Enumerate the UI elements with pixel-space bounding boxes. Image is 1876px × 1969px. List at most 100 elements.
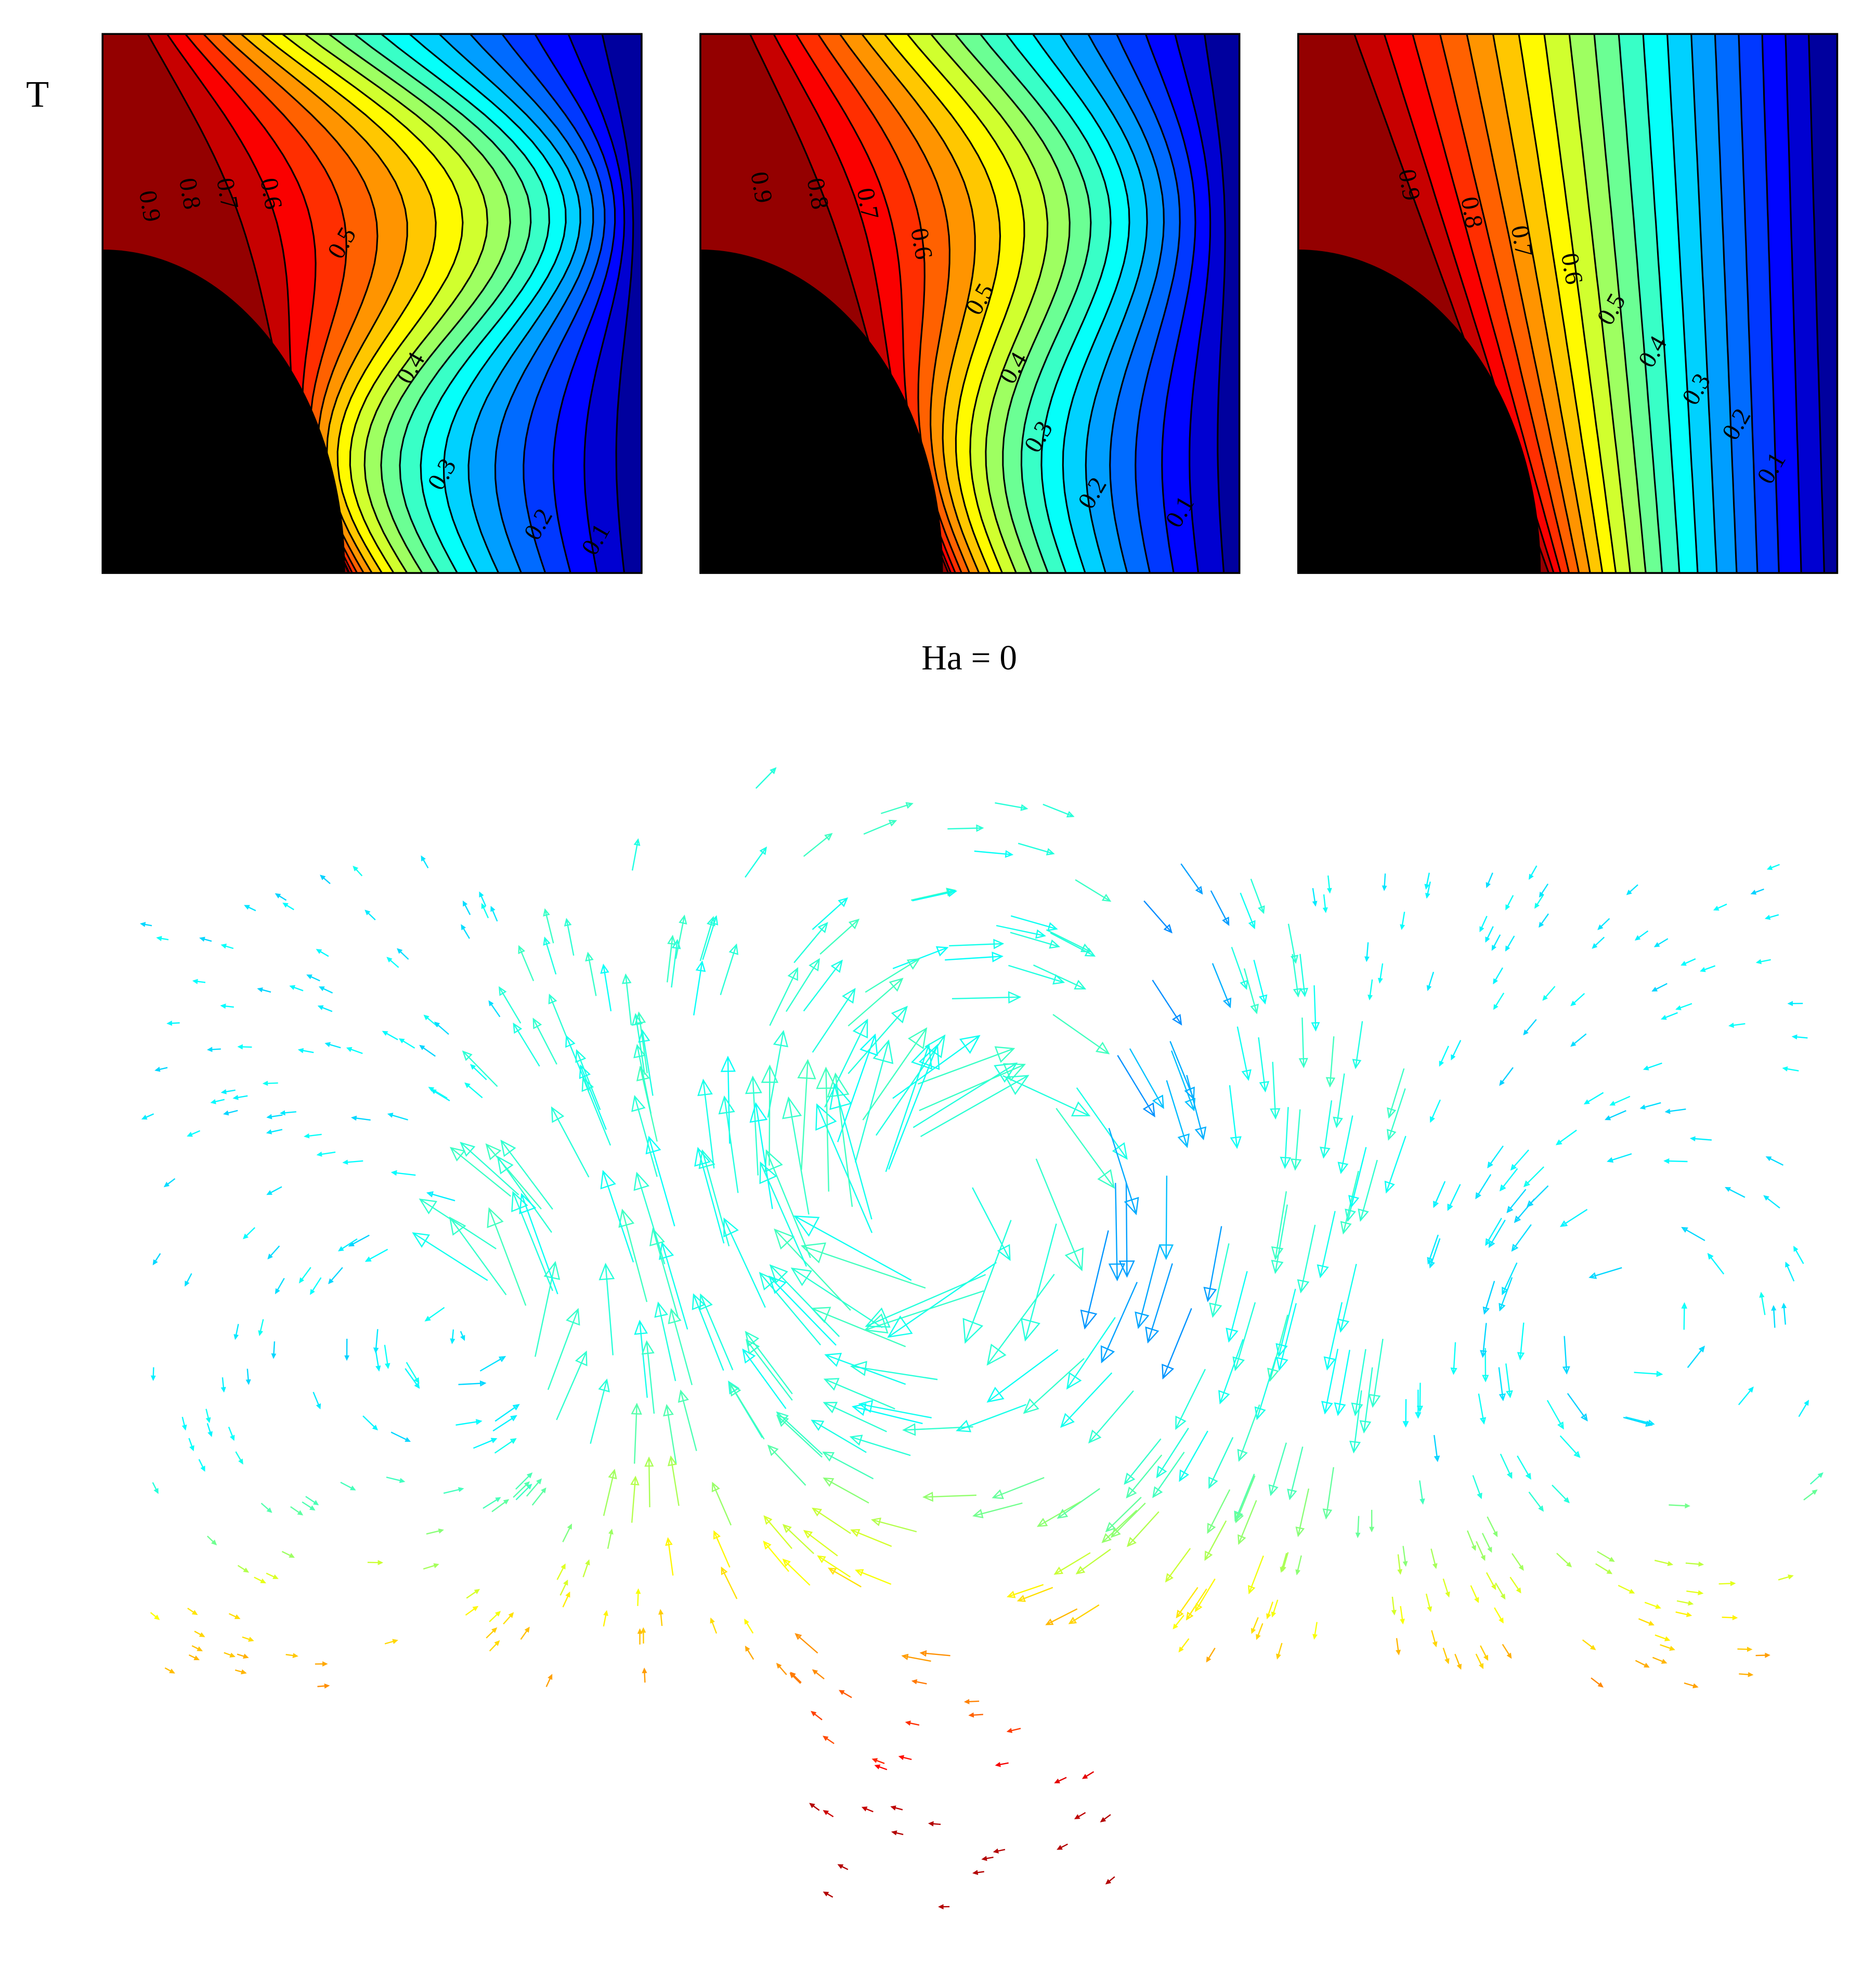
arrow-head [1239, 1535, 1245, 1544]
arrow-head [261, 1580, 265, 1583]
arrow-head [1693, 1685, 1697, 1688]
velocity-arrow [1285, 1107, 1288, 1167]
arrow-head [1219, 1391, 1229, 1403]
arrow-head [609, 1470, 616, 1479]
velocity-arrow [790, 1674, 800, 1684]
velocity-arrow [802, 1246, 926, 1288]
arrow-head [1434, 1202, 1437, 1207]
velocity-arrow [300, 1267, 311, 1282]
arrow-head [1196, 1127, 1206, 1139]
arrow-head [190, 1446, 193, 1450]
arrow-head [519, 946, 524, 953]
arrow-head [1259, 906, 1264, 912]
velocity-arrow [1386, 1136, 1405, 1192]
arrow-head [1157, 1467, 1166, 1477]
velocity-arrow [533, 1019, 557, 1064]
arrow-head [1641, 1105, 1645, 1109]
arrow-head [273, 1575, 277, 1579]
velocity-arrow [420, 1199, 496, 1249]
velocity-arrow [1389, 1089, 1405, 1140]
arrow-head [1486, 937, 1489, 941]
velocity-arrow [700, 1295, 733, 1370]
arrow-head [873, 1759, 877, 1762]
arrow-head [974, 1871, 978, 1874]
arrow-head [1668, 1562, 1672, 1565]
contour-label: 0.7 [1506, 224, 1539, 259]
arrow-head [983, 1857, 986, 1860]
arrow-head [549, 995, 556, 1003]
velocity-arrow [794, 923, 827, 962]
arrow-head [906, 803, 912, 807]
arrow-head [1075, 981, 1085, 989]
arrow-head [1427, 986, 1430, 989]
arrow-head [1180, 1470, 1188, 1481]
arrow-head [463, 902, 466, 905]
arrow-head [236, 1615, 239, 1619]
arrow-head [459, 1488, 463, 1491]
arrow-head [376, 1366, 380, 1370]
arrow-head [1058, 1846, 1062, 1849]
velocity-arrow [548, 1309, 578, 1390]
arrow-head [1260, 995, 1267, 1003]
contour-label: 0.6 [255, 176, 288, 211]
arrow-head [1055, 1568, 1062, 1574]
arrow-head [268, 1115, 271, 1118]
velocity-arrow [435, 1023, 449, 1035]
arrow-head [829, 1568, 836, 1573]
arrow-head [1038, 1519, 1047, 1526]
velocity-arrow [1089, 1391, 1134, 1442]
velocity-arrow [1163, 1308, 1192, 1378]
arrow-head [234, 1335, 238, 1338]
arrow-head [1153, 1488, 1162, 1497]
arrow-head [389, 1114, 393, 1117]
arrow-head [393, 1640, 397, 1643]
velocity-arrow [1571, 994, 1584, 1006]
arrow-head [1425, 884, 1428, 888]
velocity-arrow [1767, 1157, 1783, 1165]
arrow-head [1766, 916, 1770, 919]
velocity-arrow [1494, 968, 1503, 983]
arrow-head [1428, 1607, 1431, 1611]
velocity-arrow [1495, 1583, 1505, 1598]
velocity-arrow [919, 1064, 1025, 1111]
contour-label: 0.6 [1556, 251, 1588, 286]
arrow-head [1346, 1209, 1355, 1220]
velocity-arrow [637, 1590, 638, 1606]
velocity-arrow [1208, 1490, 1230, 1533]
arrow-head [1699, 1562, 1703, 1566]
velocity-arrow [1106, 1497, 1141, 1531]
arrow-head [325, 1685, 329, 1688]
arrow-head [1440, 1062, 1443, 1065]
arrow-head [1726, 1188, 1730, 1191]
arrow-head [1173, 1015, 1181, 1024]
velocity-arrow [1036, 1159, 1082, 1270]
velocity-arrow [893, 1036, 979, 1098]
arrow-head [824, 1403, 837, 1413]
arrow-head [1783, 1067, 1787, 1071]
velocity-arrow [1102, 1282, 1137, 1362]
arrow-head [434, 1564, 438, 1567]
arrow-head [1665, 1637, 1669, 1640]
velocity-arrow [1024, 1359, 1084, 1413]
velocity-arrow [1025, 1224, 1057, 1340]
arrow-head [222, 1090, 226, 1093]
velocity-arrow [1361, 1160, 1377, 1220]
arrow-head [1223, 918, 1229, 924]
velocity-arrow [1540, 914, 1548, 927]
velocity-arrow [1174, 1615, 1184, 1628]
arrow-head [1047, 849, 1054, 855]
arrow-head [245, 906, 249, 909]
arrow-head [1478, 1494, 1482, 1498]
arrow-head [1067, 812, 1073, 817]
velocity-arrow [1171, 1051, 1194, 1110]
arrow-head [1494, 1532, 1497, 1535]
arrow-head [344, 1160, 347, 1164]
velocity-arrow [1583, 1640, 1595, 1649]
arrow-head [1484, 1656, 1488, 1660]
arrow-head [200, 1634, 204, 1637]
arrow-head [461, 1336, 464, 1339]
arrow-head [1176, 1417, 1185, 1429]
arrow-head [308, 975, 311, 979]
arrow-head [604, 1611, 607, 1615]
velocity-arrow [1719, 1583, 1735, 1584]
